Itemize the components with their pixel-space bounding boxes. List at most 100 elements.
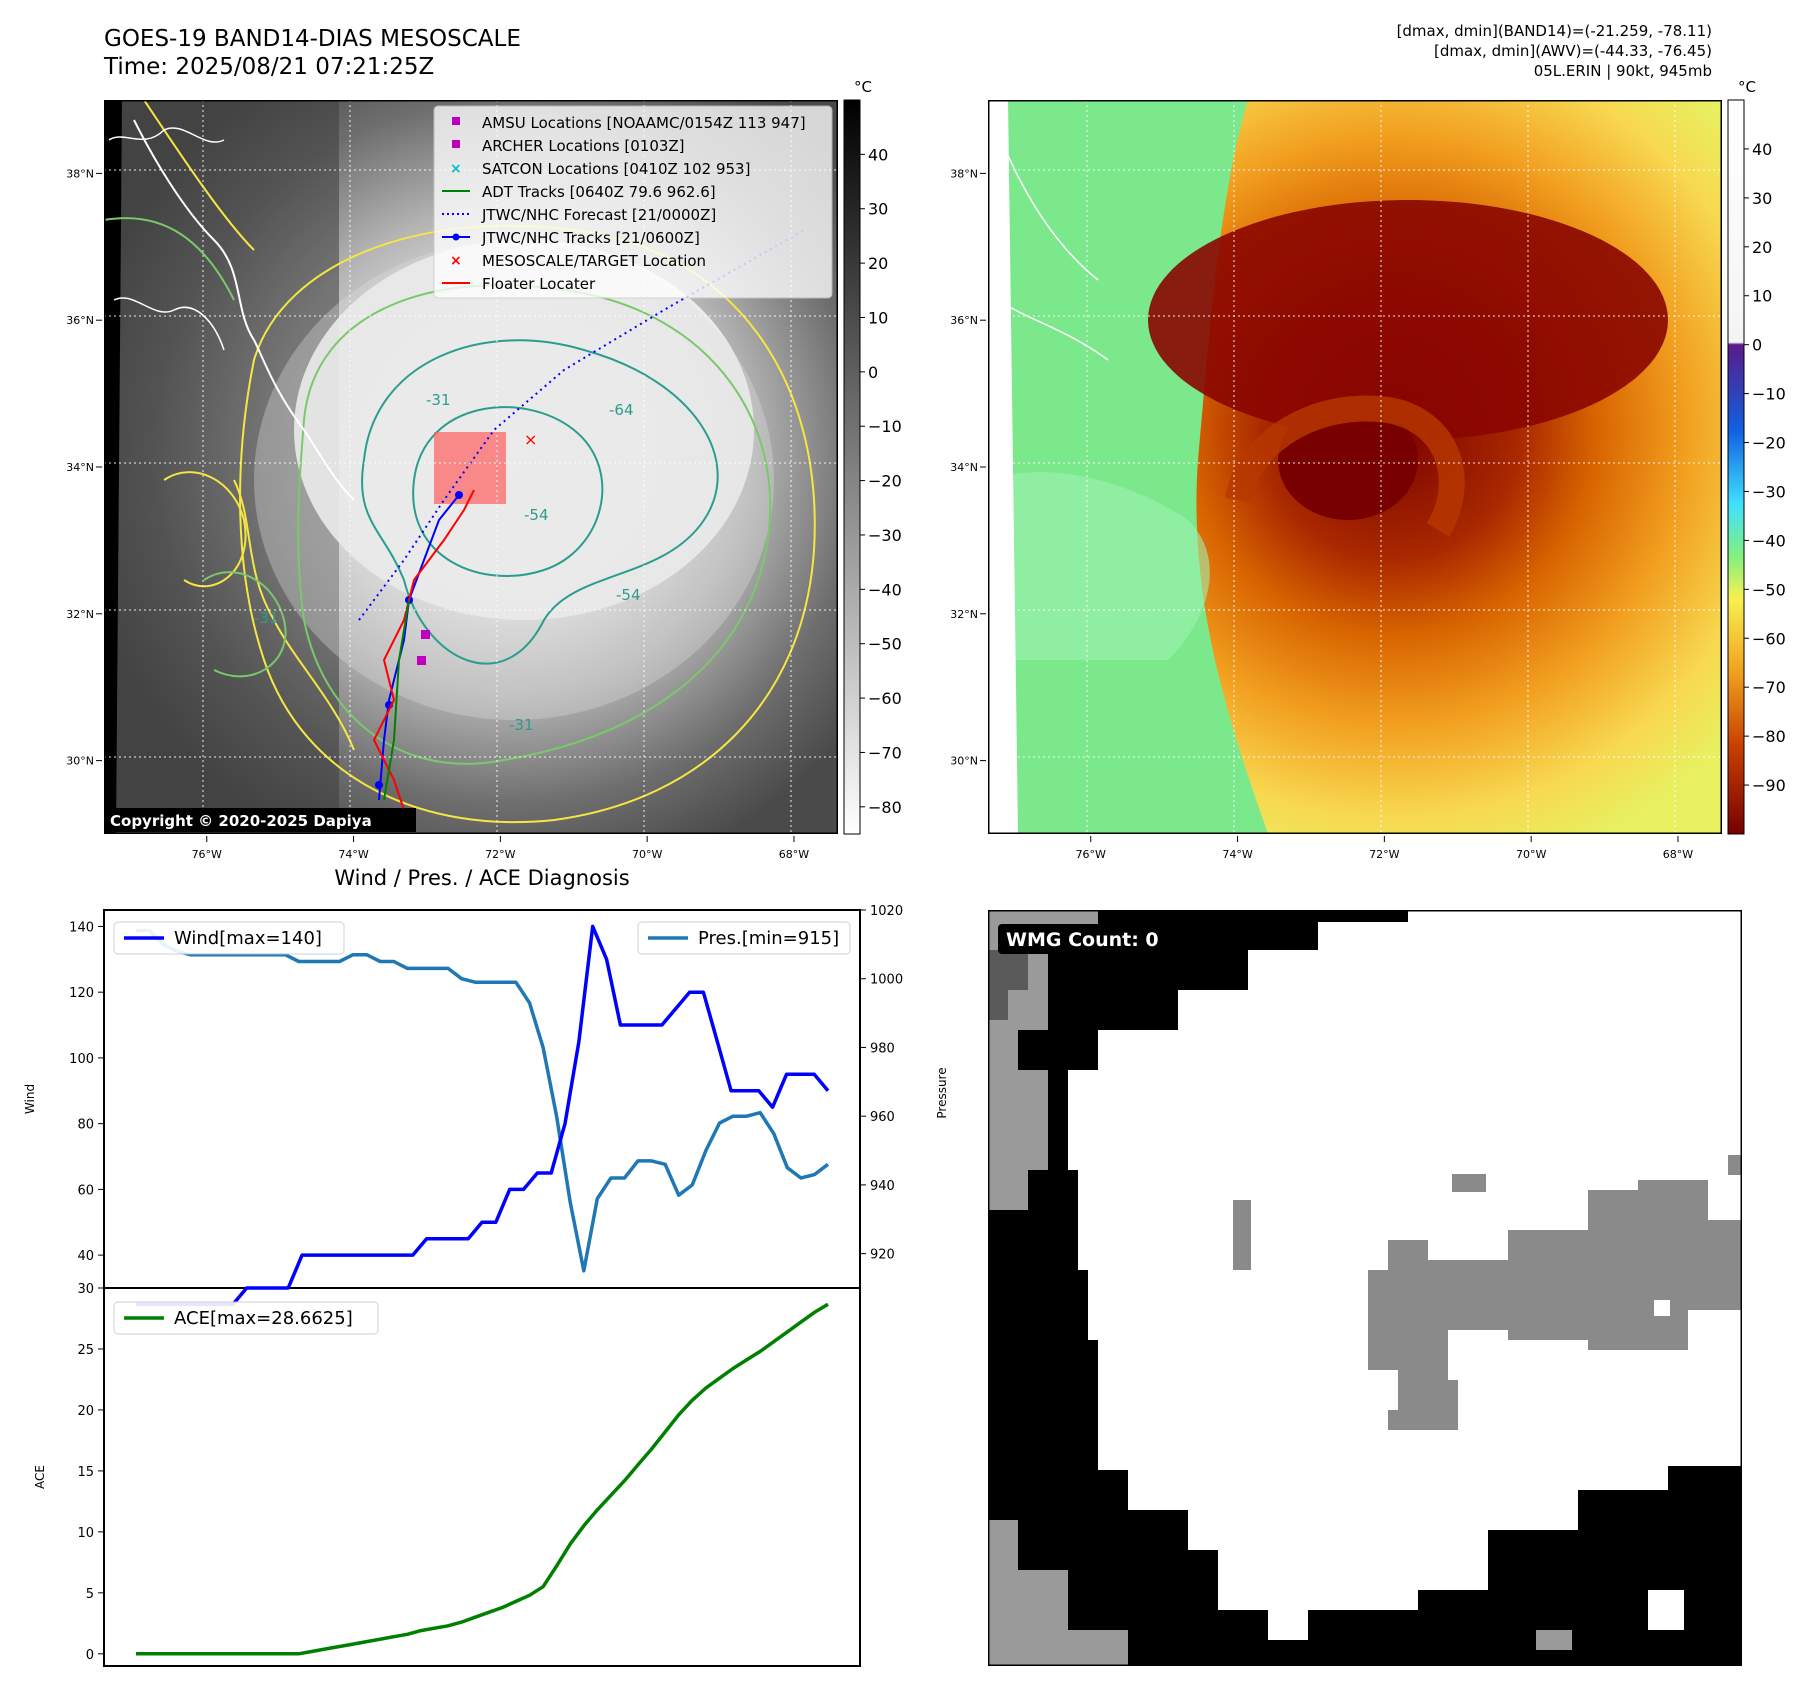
ace-tick: 10 — [77, 1526, 94, 1541]
wind-tick: 80 — [77, 1118, 94, 1133]
pressure-series-line — [136, 928, 830, 1273]
colorbar-tick: −60 — [1752, 629, 1786, 648]
wind-tick: 120 — [69, 986, 94, 1001]
legend-satcon: SATCON Locations [0410Z 102 953] — [482, 160, 750, 178]
colorbar-tick: −40 — [868, 580, 902, 599]
diagnosis-title: Wind / Pres. / ACE Diagnosis — [334, 866, 630, 890]
lon-label: 68°W — [1663, 848, 1693, 861]
wind-tick: 100 — [69, 1052, 94, 1067]
colorbar-tick: 10 — [868, 308, 888, 327]
contour-label: -31 — [254, 609, 279, 627]
colorbar-tick: −10 — [1752, 385, 1786, 404]
legend-forecast: JTWC/NHC Forecast [21/0000Z] — [481, 206, 716, 224]
pressure-tick: 940 — [870, 1179, 895, 1194]
pressure-tick: 980 — [870, 1041, 895, 1056]
colorbar-unit: °C — [1738, 78, 1756, 96]
colorbar-tick: 30 — [868, 200, 888, 219]
contour-label: -54 — [524, 506, 549, 524]
pressure-tick: 1020 — [870, 904, 903, 919]
awv-map-lon-labels: 76°W 74°W 72°W 70°W 68°W — [1076, 836, 1693, 861]
colorbar-tick: −40 — [1752, 531, 1786, 550]
colorbar-tick: −70 — [868, 743, 902, 762]
lon-label: 72°W — [485, 848, 515, 861]
lon-label: 70°W — [632, 848, 662, 861]
colorbar-tick: 0 — [868, 363, 878, 382]
target-box — [434, 432, 506, 504]
figure-time: Time: 2025/08/21 07:21:25Z — [104, 54, 435, 80]
lon-label: 74°W — [338, 848, 368, 861]
colorbar-tick: 0 — [1752, 336, 1762, 355]
wind-tick: 40 — [77, 1249, 94, 1264]
ace-tick: 0 — [86, 1648, 94, 1663]
svg-text:×: × — [450, 253, 462, 269]
colorbar-tick: −60 — [868, 689, 902, 708]
colorbar-tick: −80 — [1752, 727, 1786, 746]
contour-label: -54 — [616, 586, 641, 604]
ir-map-lon-labels: 76°W 74°W 72°W 70°W 68°W — [192, 836, 809, 861]
colorbar-tick: −50 — [868, 635, 902, 654]
ir-map-panel: -31 -54 -64 -31 -54 -31 × AMSU Locations… — [104, 100, 838, 834]
lon-label: 72°W — [1369, 848, 1399, 861]
ace-tick: 5 — [86, 1587, 94, 1602]
lon-label: 74°W — [1222, 848, 1252, 861]
colorbar-tick: −70 — [1752, 678, 1786, 697]
contour-label: -64 — [609, 401, 634, 419]
info-line-3: 05L.ERIN | 90kt, 945mb — [1533, 62, 1712, 80]
lat-label: 36°N — [950, 314, 978, 327]
ir-colorbar: °C 40 30 20 10 0 −10 −20 −30 −40 −50 −60 −70 −80 — [843, 78, 902, 835]
lon-label: 70°W — [1516, 848, 1546, 861]
colorbar-tick: −50 — [1752, 580, 1786, 599]
wind-tick: 140 — [69, 920, 94, 935]
lon-label: 76°W — [1076, 848, 1106, 861]
info-line-2: [dmax, dmin](AWV)=(-44.33, -76.45) — [1433, 42, 1712, 60]
legend-amsu: AMSU Locations [NOAAMC/0154Z 113 947] — [482, 114, 806, 132]
pressure-tick: 960 — [870, 1110, 895, 1125]
colorbar-tick: 40 — [1752, 140, 1772, 159]
contour-label: -31 — [426, 391, 451, 409]
lat-label: 30°N — [950, 755, 978, 768]
legend-wind: Wind[max=140] — [174, 928, 322, 949]
awv-map-lat-labels: 38°N 36°N 34°N 32°N 30°N — [950, 167, 986, 768]
ace-tick: 15 — [77, 1465, 94, 1480]
wind-series-line — [136, 924, 830, 1307]
floater-track — [372, 489, 475, 811]
wmg-panel: WMG Count: 0 — [988, 910, 1742, 1666]
lon-label: 68°W — [779, 848, 809, 861]
ace-axis-label: ACE — [33, 1465, 47, 1489]
amsu-marker — [421, 630, 430, 639]
lat-label: 30°N — [66, 755, 94, 768]
colorbar-tick: 10 — [1752, 287, 1772, 306]
colorbar-tick: −20 — [868, 472, 902, 491]
legend-pressure: Pres.[min=915] — [698, 928, 839, 949]
ace-tick: 25 — [77, 1343, 94, 1358]
awv-map-panel — [988, 100, 1722, 834]
colorbar-tick: −20 — [1752, 434, 1786, 453]
lon-label: 76°W — [192, 848, 222, 861]
info-line-1: [dmax, dmin](BAND14)=(-21.259, -78.11) — [1396, 22, 1712, 40]
svg-text:×: × — [450, 161, 462, 177]
colorbar-tick: −90 — [1752, 776, 1786, 795]
colorbar-tick: −10 — [868, 417, 902, 436]
ace-series-line — [136, 1302, 829, 1656]
ir-map-lat-labels: 38°N 36°N 34°N 32°N 30°N — [66, 167, 102, 768]
figure-title: GOES-19 BAND14-DIAS MESOSCALE — [104, 26, 521, 52]
map-grid — [104, 100, 838, 834]
legend-target: MESOSCALE/TARGET Location — [482, 252, 706, 270]
copyright-label: Copyright © 2020-2025 Dapiya — [110, 812, 372, 830]
colorbar-unit: °C — [854, 78, 872, 96]
archer-marker — [417, 656, 426, 665]
legend-jtwc: JTWC/NHC Tracks [21/0600Z] — [481, 229, 700, 247]
ace-tick: 30 — [77, 1282, 94, 1297]
wmg-count-label: WMG Count: 0 — [1006, 929, 1159, 951]
legend-archer: ARCHER Locations [0103Z] — [482, 137, 685, 155]
colorbar-tick: −30 — [868, 526, 902, 545]
lat-label: 36°N — [66, 314, 94, 327]
lat-label: 32°N — [950, 608, 978, 621]
wind-axis-label: Wind — [23, 1084, 37, 1114]
contour-label: -31 — [509, 716, 534, 734]
legend-floater: Floater Locater — [482, 275, 596, 293]
map-legend: AMSU Locations [NOAAMC/0154Z 113 947] AR… — [433, 105, 833, 299]
awv-colorbar: °C 40 30 20 10 0 −10 −20 −30 −40 −50 −60 −70 −80 −90 — [1727, 78, 1786, 835]
diagnosis-chart: 40 60 80 100 120 140 920 940 960 980 1000 1020 0 5 10 1… — [23, 904, 949, 1667]
colorbar-tick: 40 — [868, 145, 888, 164]
